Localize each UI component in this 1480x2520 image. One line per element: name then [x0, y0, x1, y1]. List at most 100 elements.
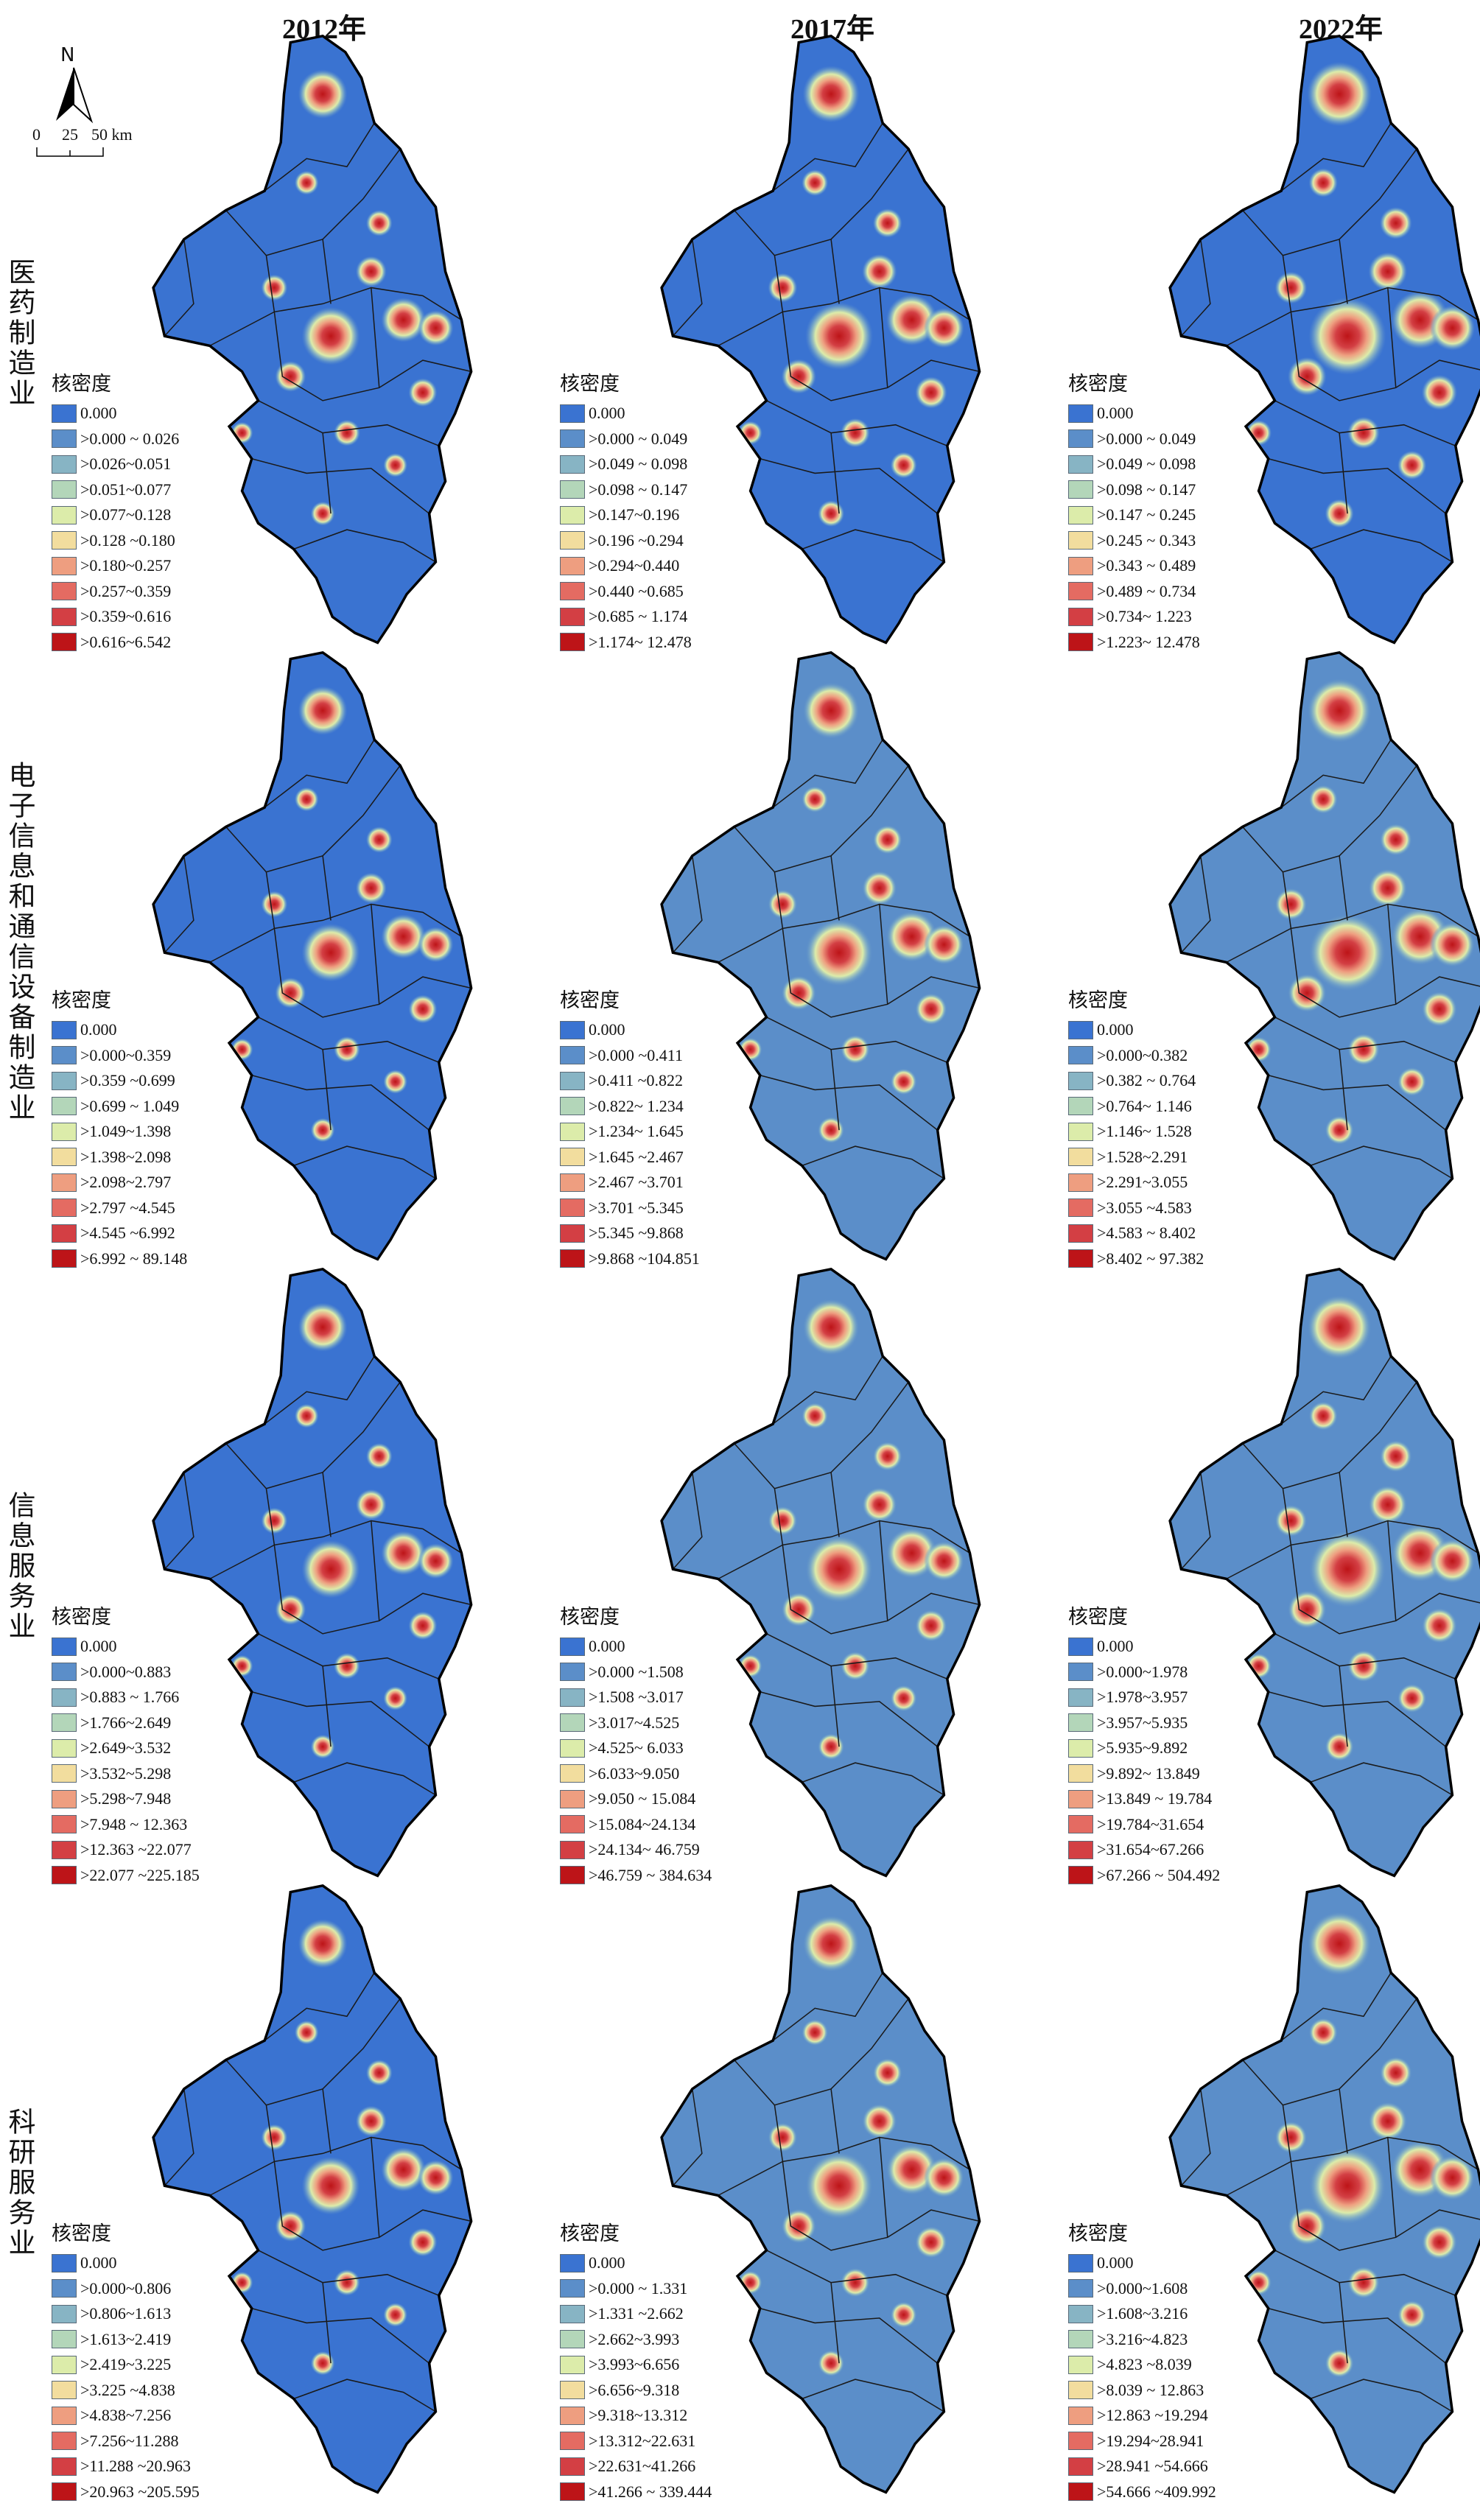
legend-swatch [560, 1663, 585, 1682]
density-hotspot [915, 376, 947, 409]
density-hotspot [310, 1734, 335, 1759]
study-area-boundary [152, 34, 473, 645]
legend-label: >3.225 ~4.838 [80, 2380, 175, 2399]
district-border [1268, 2307, 1447, 2364]
density-hotspot [1308, 2018, 1338, 2047]
density-hotspot [418, 310, 454, 346]
legend-item: >0.000~0.806 [52, 2276, 200, 2302]
legend-item: >1.613~2.419 [52, 2327, 200, 2353]
legend-label: >9.892~ 13.849 [1097, 1763, 1200, 1783]
district-border [879, 287, 888, 388]
legend-swatch [1068, 607, 1093, 626]
legend-label: >6.992 ~ 89.148 [80, 1249, 188, 1268]
district-border [718, 1544, 783, 1580]
density-hotspot [355, 2105, 387, 2137]
district-border [782, 2161, 980, 2251]
legend-label: >6.033~9.050 [589, 1763, 680, 1783]
legend-label: >19.294~28.941 [1097, 2431, 1204, 2450]
district-border [209, 927, 275, 964]
density-map-panel: 核密度 0.000 >0.000~0.382 >0.382 ~ 0.764 >0.764… [1017, 646, 1480, 1272]
district-border [164, 855, 194, 953]
density-hotspot [805, 1535, 874, 1604]
legend-swatch [560, 454, 585, 474]
kernel-density-map [660, 1884, 981, 2494]
legend-swatch [560, 607, 585, 626]
legend-label: 0.000 [589, 404, 625, 423]
density-hotspot [805, 919, 874, 987]
density-hotspot [841, 418, 870, 448]
legend-item: 0.000 [560, 1017, 700, 1043]
legend-label: >8.039 ~ 12.863 [1097, 2380, 1204, 2399]
legend-label: >0.764~ 1.146 [1097, 1096, 1192, 1115]
density-hotspot [805, 2152, 874, 2220]
legend-item: >0.685 ~ 1.174 [560, 604, 692, 630]
density-hotspot [1421, 2224, 1457, 2260]
legend-swatch [52, 2253, 77, 2272]
density-hotspot [365, 1442, 393, 1470]
legend-item: >0.000~0.382 [1068, 1043, 1204, 1069]
legend-swatch [1068, 1663, 1093, 1682]
density-hotspot [301, 306, 360, 365]
density-hotspot [1325, 2348, 1354, 2378]
district-border [766, 1017, 948, 1063]
legend-label: >19.784~31.654 [1097, 1814, 1204, 1833]
legend-item: >12.863 ~19.294 [1068, 2403, 1216, 2429]
legend-swatch [52, 1866, 77, 1885]
density-hotspot [381, 914, 426, 959]
legend-swatch [52, 2279, 77, 2298]
legend-item: >7.256~11.288 [52, 2429, 200, 2454]
density-hotspot [1325, 499, 1354, 528]
district-border [258, 2250, 440, 2296]
density-hotspot [355, 872, 387, 904]
legend-swatch [560, 1815, 585, 1834]
legend-item: >67.266 ~ 504.492 [1068, 1863, 1220, 1889]
district-border [718, 2161, 783, 2197]
legend-item: >0.000 ~ 1.331 [560, 2276, 712, 2302]
legend-item: >0.000~0.359 [52, 1043, 187, 1069]
legend-swatch [1068, 2406, 1093, 2425]
density-hotspot [915, 2226, 947, 2258]
district-border [1274, 1017, 1456, 1063]
legend-swatch [560, 1046, 585, 1065]
legend-label: >46.759 ~ 384.634 [589, 1865, 712, 1884]
density-hotspot [1397, 2300, 1427, 2330]
density-hotspot [1325, 1732, 1354, 1761]
legend-swatch [52, 556, 77, 575]
density-hotspot [298, 686, 348, 735]
district-border [164, 2088, 194, 2186]
density-hotspot [890, 2301, 917, 2328]
legend-label: >8.402 ~ 97.382 [1097, 1249, 1204, 1268]
legend-swatch [52, 1122, 77, 1141]
district-border [802, 2379, 944, 2412]
legend-label: >2.649~3.532 [80, 1738, 172, 1758]
density-hotspot [1368, 252, 1408, 291]
legend-item: >1.398~2.098 [52, 1145, 187, 1170]
legend-swatch [52, 633, 77, 652]
density-hotspot [1429, 305, 1476, 351]
legend-swatch [52, 1764, 77, 1783]
legend-label: >1.645 ~2.467 [589, 1147, 684, 1166]
legend-item: 0.000 [1068, 1634, 1220, 1660]
legend-item: >3.055 ~4.583 [1068, 1196, 1204, 1221]
legend-item: 0.000 [52, 1017, 187, 1043]
density-hotspot [915, 1610, 947, 1642]
density-hotspot [1347, 1033, 1380, 1066]
density-hotspot [1308, 785, 1338, 814]
legend-label: >1.234~ 1.645 [589, 1122, 684, 1141]
density-legend: 核密度 0.000 >0.000~0.359 >0.359 ~0.699 >0.699 … [52, 984, 187, 1271]
legend-swatch [560, 480, 585, 499]
density-hotspot [1379, 1440, 1412, 1473]
density-hotspot [1421, 1607, 1457, 1643]
density-hotspot [1397, 1067, 1427, 1097]
legend-label: >0.098 ~ 0.147 [589, 480, 688, 499]
density-legend: 核密度 0.000 >0.000~0.382 >0.382 ~ 0.764 >0.764… [1068, 984, 1204, 1271]
legend-label: >1.174~ 12.478 [589, 632, 692, 651]
density-hotspot [1397, 450, 1427, 480]
legend-item: >0.196 ~0.294 [560, 528, 692, 554]
legend-swatch [1068, 1046, 1093, 1065]
legend-label: >13.312~22.631 [589, 2431, 696, 2450]
legend-label: >0.359~0.616 [80, 607, 172, 626]
north-arrow-and-scale-bar: N 0 25 50 km [29, 29, 221, 162]
density-hotspot [418, 2160, 454, 2196]
legend-item: >4.545 ~6.992 [52, 1221, 187, 1246]
